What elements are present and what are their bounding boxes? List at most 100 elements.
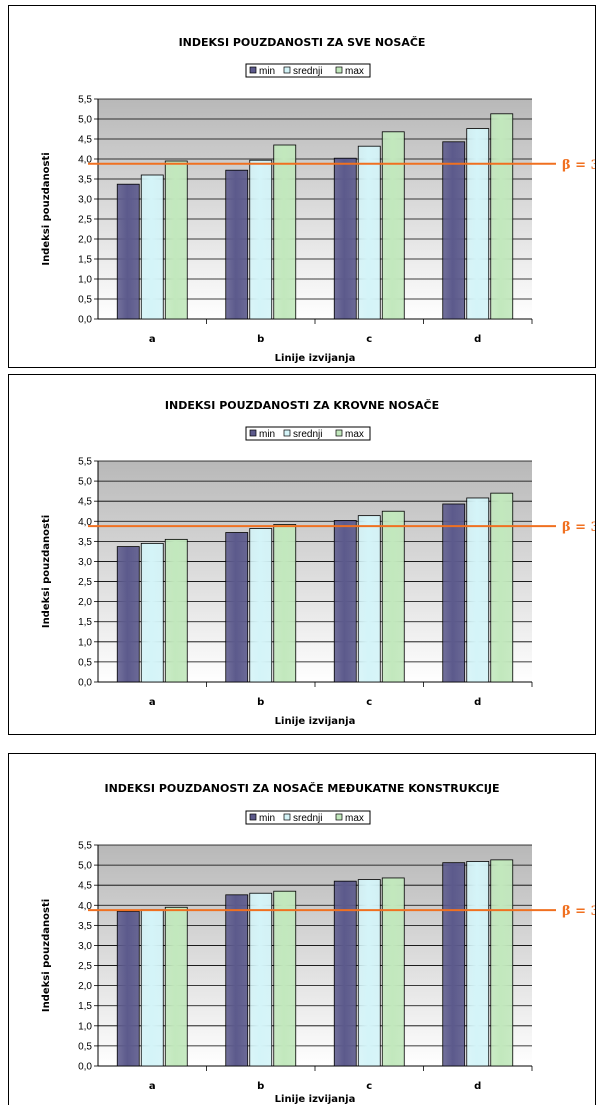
bar-srednji-a [140,174,164,320]
x-tick-label: d [474,334,481,345]
legend-label-min: min [259,813,275,824]
reference-line-label: β = 3,8 [562,158,595,173]
reference-line-label: β = 3,8 [562,520,595,535]
bar-max-d [490,859,514,1067]
x-axis-title: Linije izvijanja [275,1094,356,1105]
y-tick-label: 5,5 [78,841,92,852]
y-tick-label: 4,0 [78,901,92,912]
x-tick-label: a [149,697,156,708]
chart-title: INDEKSI POUZDANOSTI ZA NOSAČE MEĐUKATNE … [105,782,500,795]
chart-title: INDEKSI POUZDANOSTI ZA SVE NOSAČE [179,36,426,49]
y-tick-label: 3,5 [78,537,92,548]
y-tick-label: 3,0 [78,557,92,568]
legend-swatch-min [249,429,257,437]
y-tick-label: 3,5 [78,921,92,932]
x-tick-label: b [257,334,264,345]
y-tick-label: 3,0 [78,195,92,206]
bar-srednji-a [140,909,164,1067]
y-tick-label: 2,5 [78,577,92,588]
y-tick-label: 1,5 [78,1001,92,1012]
reference-line-label: β = 3,8 [562,904,595,919]
bar-min-d [442,141,466,320]
y-tick-label: 0,5 [78,657,92,668]
bar-max-b [273,524,297,683]
bar-srednji-d [466,861,490,1067]
bar-srednji-c [357,145,381,320]
legend-label-min: min [259,429,275,440]
y-tick-label: 5,0 [78,861,92,872]
y-axis-title: Indeksi pouzdanosti [41,152,52,265]
x-tick-label: a [149,1081,156,1092]
y-tick-label: 5,0 [78,115,92,126]
chart-title: INDEKSI POUZDANOSTI ZA KROVNE NOSAČE [165,399,439,412]
x-tick-label: b [257,697,264,708]
bar-min-b [225,169,249,320]
chart-roof-girders: INDEKSI POUZDANOSTI ZA KROVNE NOSAČE min s… [41,399,595,727]
bar-max-b [273,144,297,320]
x-tick-label: b [257,1081,264,1092]
legend-swatch-max [335,66,343,74]
bar-srednji-b [249,528,273,683]
bar-max-a [164,160,188,320]
bar-min-c [333,520,357,683]
y-tick-label: 1,5 [78,617,92,628]
bar-max-a [164,906,188,1067]
legend-label-srednji: srednji [293,429,322,440]
y-tick-label: 3,0 [78,941,92,952]
y-tick-label: 1,5 [78,255,92,266]
bar-min-b [225,894,249,1067]
bar-srednji-d [466,128,490,320]
y-tick-label: 4,0 [78,517,92,528]
y-tick-label: 0,5 [78,1041,92,1052]
y-tick-label: 2,5 [78,961,92,972]
y-tick-label: 2,0 [78,981,92,992]
y-tick-label: 0,0 [78,678,92,689]
y-tick-label: 2,0 [78,235,92,246]
chart-all-girders: INDEKSI POUZDANOSTI ZA SVE NOSAČE min sred… [41,36,595,364]
legend-label-max: max [345,429,364,440]
y-tick-label: 5,0 [78,477,92,488]
y-tick-label: 1,0 [78,637,92,648]
bar-max-c [381,877,405,1067]
y-tick-label: 4,5 [78,497,92,508]
y-tick-label: 2,5 [78,215,92,226]
chart-panel-all-girders: INDEKSI POUZDANOSTI ZA SVE NOSAČE min sred… [8,5,596,368]
bar-min-a [116,183,140,320]
bar-srednji-c [357,515,381,683]
legend-label-min: min [259,66,275,77]
bar-max-c [381,131,405,320]
y-tick-label: 1,0 [78,275,92,286]
bar-min-d [442,503,466,683]
y-tick-label: 2,0 [78,597,92,608]
y-axis-title: Indeksi pouzdanosti [41,899,52,1012]
x-axis-title: Linije izvijanja [275,353,356,364]
bar-srednji-b [249,159,273,320]
legend-label-max: max [345,66,364,77]
y-tick-label: 5,5 [78,95,92,106]
y-tick-label: 4,5 [78,881,92,892]
legend-label-srednji: srednji [293,813,322,824]
bar-srednji-c [357,879,381,1067]
bar-max-b [273,890,297,1067]
bar-max-c [381,510,405,683]
bar-min-c [333,880,357,1067]
y-tick-label: 0,0 [78,315,92,326]
y-tick-label: 4,0 [78,155,92,166]
legend-swatch-min [249,813,257,821]
legend-swatch-min [249,66,257,74]
bar-min-d [442,862,466,1067]
bar-srednji-d [466,497,490,683]
x-axis-title: Linije izvijanja [275,716,356,727]
y-tick-label: 4,5 [78,135,92,146]
y-tick-label: 0,5 [78,295,92,306]
legend-swatch-srednji [283,429,291,437]
legend-swatch-srednji [283,813,291,821]
chart-panel-floor-girders: INDEKSI POUZDANOSTI ZA NOSAČE MEĐUKATNE … [8,753,596,1105]
y-tick-label: 3,5 [78,175,92,186]
bar-min-b [225,532,249,683]
legend-label-srednji: srednji [293,66,322,77]
chart-floor-girders: INDEKSI POUZDANOSTI ZA NOSAČE MEĐUKATNE … [41,782,595,1105]
bar-max-d [490,113,514,320]
x-tick-label: c [366,334,372,345]
bar-srednji-a [140,542,164,683]
